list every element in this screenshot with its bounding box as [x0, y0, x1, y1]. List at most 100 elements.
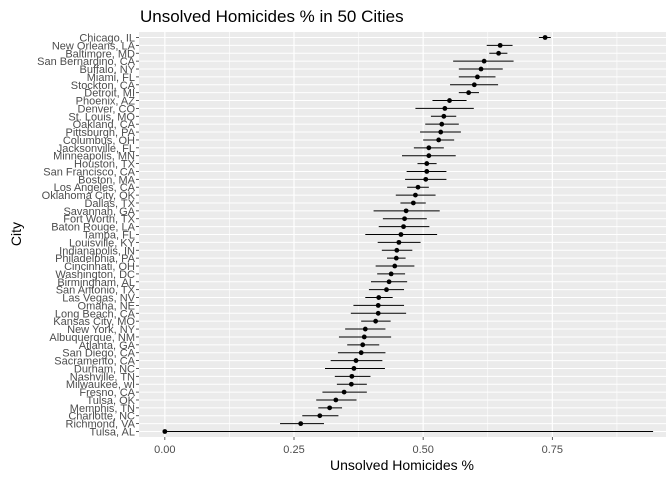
- x-tick-label: 0.75: [542, 444, 563, 456]
- city-label: Las Vegas, NV: [62, 293, 135, 305]
- data-point: [441, 113, 447, 119]
- city-label: Charlotte, NC: [68, 411, 135, 423]
- city-label: Sacramento, CA: [54, 356, 135, 368]
- city-label: San Bernardino, CA: [37, 56, 135, 68]
- data-point: [402, 216, 407, 222]
- data-point: [298, 421, 304, 427]
- city-label: Los Angeles, CA: [54, 182, 136, 194]
- data-point: [415, 184, 421, 190]
- city-label: Baton Rouge, LA: [51, 222, 135, 234]
- data-point: [353, 358, 359, 363]
- data-point: [426, 153, 432, 159]
- data-point: [475, 74, 480, 80]
- city-label: San Diego, CA: [62, 348, 135, 360]
- data-point: [392, 263, 398, 269]
- city-label: Kansas City, MO: [53, 316, 135, 328]
- data-point: [438, 129, 444, 135]
- grid-lines: [139, 32, 666, 437]
- city-label: Louisville, KY: [69, 237, 136, 249]
- data-point: [398, 232, 404, 237]
- city-label: Memphis, TN: [70, 403, 135, 415]
- data-point: [424, 169, 430, 174]
- data-point: [348, 381, 354, 387]
- data-point: [542, 35, 548, 40]
- city-label: Fort Worth, TX: [63, 214, 135, 226]
- data-point: [361, 334, 367, 340]
- city-label: Atlanta, GA: [79, 340, 136, 352]
- data-point: [423, 176, 429, 182]
- data-point: [327, 405, 333, 411]
- city-label: Stockton, CA: [71, 80, 136, 92]
- city-label: Detroit, MI: [84, 88, 135, 100]
- chart-title: Unsolved Homicides % in 50 Cities: [140, 7, 404, 26]
- data-point: [426, 145, 432, 151]
- city-label: Dallas, TX: [84, 198, 135, 210]
- x-tick-label: 0.25: [283, 444, 304, 456]
- city-label: Baltimore, MD: [65, 48, 135, 60]
- data-point: [360, 342, 366, 348]
- city-label: Omaha, NE: [78, 300, 135, 312]
- city-label: Albuquerque, NM: [49, 332, 135, 344]
- data-point: [497, 42, 503, 48]
- city-label: Tulsa, AL: [90, 427, 135, 439]
- data-point: [401, 224, 406, 230]
- data-point: [466, 90, 472, 96]
- data-point: [471, 82, 477, 88]
- data-points: [162, 35, 548, 434]
- data-point: [436, 137, 442, 143]
- city-label: Oakland, CA: [73, 119, 136, 131]
- city-label: Columbus, OH: [63, 135, 135, 147]
- data-point: [373, 318, 379, 324]
- data-point: [349, 373, 355, 379]
- data-point: [388, 271, 394, 277]
- city-label: St. Louis, MO: [68, 111, 135, 123]
- x-axis-title: Unsolved Homicides %: [330, 457, 474, 473]
- x-tick-label: 0.00: [154, 444, 175, 456]
- data-point: [413, 192, 418, 198]
- data-point: [496, 50, 501, 56]
- city-label: Jacksonville, FL: [57, 143, 135, 155]
- city-label: Savannah, GA: [63, 206, 135, 218]
- city-label: Durham, NC: [74, 363, 135, 375]
- data-point: [333, 397, 339, 403]
- city-label: Denver, CO: [78, 103, 136, 115]
- city-label: Minneapolis, MN: [53, 151, 135, 163]
- data-point: [403, 208, 409, 214]
- city-label: Miami, FL: [87, 72, 135, 84]
- data-point: [481, 58, 487, 64]
- city-label: Buffalo, NY: [80, 64, 136, 76]
- data-point: [375, 303, 381, 308]
- city-label: Cincinnati, OH: [64, 261, 135, 273]
- city-label: Boston, MA: [78, 174, 136, 186]
- data-point: [341, 389, 347, 395]
- data-point: [384, 287, 389, 293]
- city-label: Philadelphia, PA: [55, 253, 136, 265]
- city-label: Nashville, TN: [70, 371, 135, 383]
- city-label: Phoenix, AZ: [76, 96, 136, 108]
- x-axis: 0.00 0.25 0.50 0.75: [154, 437, 563, 456]
- city-label: San Antonio, TX: [56, 285, 136, 297]
- data-point: [393, 255, 399, 261]
- city-label: Oklahoma City, OK: [42, 190, 136, 202]
- city-label: Tulsa, OK: [87, 395, 136, 407]
- city-label: Milwaukee, wI: [66, 379, 135, 391]
- data-point: [162, 429, 168, 434]
- data-point: [439, 121, 445, 127]
- city-label: Fresno, CA: [79, 387, 135, 399]
- data-point: [358, 350, 364, 356]
- data-point: [394, 247, 400, 253]
- city-label: New Orleans, LA: [52, 40, 136, 52]
- data-point: [410, 200, 416, 206]
- city-label: Long Beach, CA: [55, 308, 136, 320]
- city-label: Indianapolis, IN: [59, 245, 135, 257]
- data-point: [362, 326, 368, 332]
- data-point: [375, 310, 381, 316]
- city-label: San Francisco, CA: [43, 166, 135, 178]
- data-point: [424, 161, 430, 166]
- city-label: Houston, TX: [74, 159, 136, 171]
- data-point: [376, 295, 382, 300]
- city-label: Tampa, FL: [83, 230, 135, 242]
- data-point: [317, 413, 323, 419]
